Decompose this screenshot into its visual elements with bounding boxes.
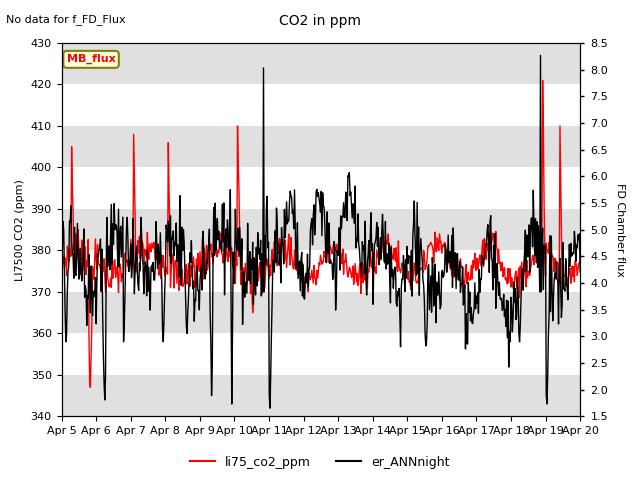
Bar — [61, 43, 580, 84]
Bar — [61, 209, 580, 251]
Y-axis label: FD Chamber flux: FD Chamber flux — [615, 183, 625, 276]
Bar — [61, 375, 580, 417]
Legend: li75_co2_ppm, er_ANNnight: li75_co2_ppm, er_ANNnight — [186, 451, 454, 474]
Bar — [61, 126, 580, 168]
Text: MB_flux: MB_flux — [67, 54, 115, 64]
Bar — [61, 292, 580, 334]
Text: No data for f_FD_Flux: No data for f_FD_Flux — [6, 14, 126, 25]
Y-axis label: LI7500 CO2 (ppm): LI7500 CO2 (ppm) — [15, 179, 25, 281]
Text: CO2 in ppm: CO2 in ppm — [279, 14, 361, 28]
